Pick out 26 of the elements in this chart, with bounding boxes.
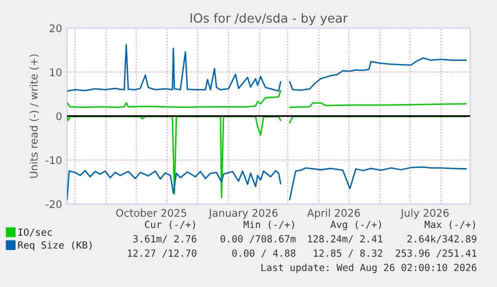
y-tick-label: -10	[46, 156, 62, 164]
y-tick-label: 10	[50, 68, 62, 76]
x-tick-label: January 2026	[208, 208, 278, 219]
chart-title: IOs for /dev/sda - by year	[190, 13, 348, 26]
text: 12.85 / 8.32	[314, 249, 382, 258]
text: 128.24m/ 2.41	[308, 235, 382, 244]
text: 0.00 / 4.88	[232, 249, 296, 258]
y-tick-label: -20	[46, 200, 62, 208]
y-axis-title: Units read (-) / write (+)	[30, 54, 39, 178]
text: 253.96 /251.41	[396, 249, 476, 258]
text: Last update: Wed Aug 26 02:00:10 2026	[261, 264, 476, 274]
x-tick-label: April 2026	[307, 208, 360, 219]
text: Max (-/+)	[424, 220, 475, 230]
text: Avg (-/+)	[330, 220, 381, 230]
text: 0.00 /708.67m	[220, 235, 296, 244]
text: Min (-/+)	[244, 220, 294, 230]
legend-label: IO/sec	[18, 228, 52, 237]
text: 2.64k/342.89	[407, 234, 476, 244]
x-tick-label: October 2025	[116, 208, 186, 217]
text: 12.27 /12.70	[128, 249, 196, 258]
text: Cur (-/+)	[144, 220, 195, 230]
legend-label: Req Size (KB)	[18, 241, 92, 251]
y-tick-label: 0	[56, 112, 62, 120]
y-tick-label: 20	[50, 24, 62, 32]
text: 3.61m/ 2.76	[133, 235, 196, 244]
x-tick-label: July 2026	[400, 208, 449, 219]
